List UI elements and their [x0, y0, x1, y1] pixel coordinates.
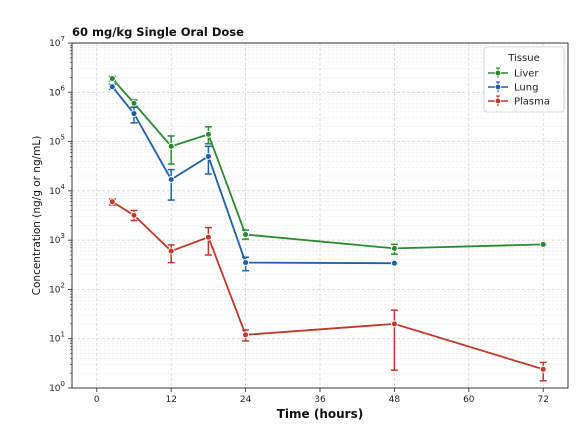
- y-tick-label: 106: [49, 84, 65, 98]
- legend-swatch-marker: [494, 97, 502, 105]
- liver-point: [167, 142, 175, 150]
- lung-point: [390, 259, 398, 267]
- liver-point: [390, 244, 398, 252]
- y-tick-label: 104: [49, 183, 65, 197]
- legend-swatch-marker: [494, 69, 502, 77]
- legend-item-plasma: Plasma: [488, 95, 550, 108]
- x-tick-label: 12: [165, 395, 176, 405]
- liver-point: [539, 240, 547, 248]
- legend-item-liver: Liver: [488, 67, 539, 80]
- plasma-point: [108, 198, 116, 206]
- y-tick-label: 102: [49, 281, 65, 295]
- x-tick-label: 24: [240, 395, 252, 405]
- y-tick-label: 105: [49, 134, 65, 148]
- y-tick-label: 103: [49, 232, 65, 246]
- legend-label: Liver: [514, 69, 539, 80]
- lung-point: [108, 83, 116, 91]
- x-tick-label: 72: [537, 395, 548, 405]
- axis-ticks: 100 101 102 103 104 105 106 107 0 12 24 36 48 60 72: [49, 35, 549, 405]
- legend-label: Lung: [514, 83, 538, 94]
- series-liver: [108, 75, 547, 255]
- series-plasma: [108, 198, 547, 382]
- plasma-line: [111, 201, 544, 371]
- plasma-point: [167, 247, 175, 255]
- y-tick-label: 107: [49, 35, 65, 49]
- liver-line: [111, 77, 544, 250]
- liver-point: [130, 99, 138, 107]
- liver-point: [204, 130, 212, 138]
- series-lung: [108, 83, 398, 272]
- legend-title: Tissue: [507, 53, 540, 64]
- x-tick-label: 36: [314, 395, 326, 405]
- plasma-point: [242, 331, 250, 339]
- legend-swatch-marker: [494, 83, 502, 91]
- x-axis-title: Time (hours): [277, 407, 363, 421]
- x-tick-label: 0: [94, 395, 100, 405]
- x-tick-label: 60: [463, 395, 475, 405]
- y-axis-title: Concentration (ng/g or ng/mL): [31, 136, 43, 296]
- legend: Tissue Liver Lung Plasma: [483, 46, 565, 113]
- lung-line: [111, 86, 395, 265]
- lung-point: [130, 110, 138, 118]
- plasma-point: [204, 233, 212, 241]
- lung-point: [167, 176, 175, 183]
- lung-point: [204, 152, 212, 160]
- legend-box: [483, 46, 565, 113]
- liver-point: [108, 75, 116, 82]
- legend-label: Plasma: [514, 97, 550, 108]
- chart-title: 60 mg/kg Single Oral Dose: [72, 25, 244, 39]
- x-tick-label: 48: [389, 395, 401, 405]
- legend-items: Liver Lung Plasma: [488, 67, 550, 108]
- series: [108, 75, 547, 382]
- lung-point: [242, 259, 250, 267]
- liver-point: [242, 231, 250, 238]
- plasma-point: [390, 320, 398, 328]
- plasma-point: [539, 365, 547, 373]
- legend-item-lung: Lung: [488, 81, 538, 94]
- plasma-point: [130, 211, 138, 219]
- y-tick-label: 101: [49, 331, 65, 345]
- y-tick-label: 100: [49, 380, 65, 394]
